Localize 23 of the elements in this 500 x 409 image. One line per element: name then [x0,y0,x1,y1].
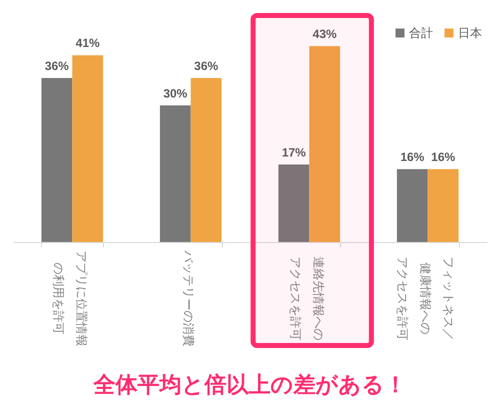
x-tick-label: アプリに位置情報の利用を許可 [51,250,88,346]
x-tick-label: バッテリーの消費 [181,250,196,346]
legend-label: 合計 [409,26,433,40]
bar [190,78,222,242]
data-label: 17% [282,146,306,160]
bar [278,164,310,242]
bar [72,55,104,242]
x-tick-label: フィットネス／健康情報へのアクセスを許可 [395,256,456,340]
bar [428,169,459,242]
data-label: 36% [44,59,70,73]
bar [160,105,191,242]
bar [41,78,72,242]
data-label: 36% [194,59,218,73]
data-label: 43% [312,27,337,42]
bar [309,46,340,242]
x-tick-label: 連絡先情報へのアクセスを許可 [288,256,326,340]
data-label: 16% [400,150,425,164]
data-label: 41% [76,36,100,50]
legend-label: 日本 [458,26,482,40]
data-label: 16% [431,150,456,164]
data-label: 30% [163,86,188,100]
bar [396,169,428,242]
text: 全体平均と倍以上の差がある！ [92,372,406,397]
